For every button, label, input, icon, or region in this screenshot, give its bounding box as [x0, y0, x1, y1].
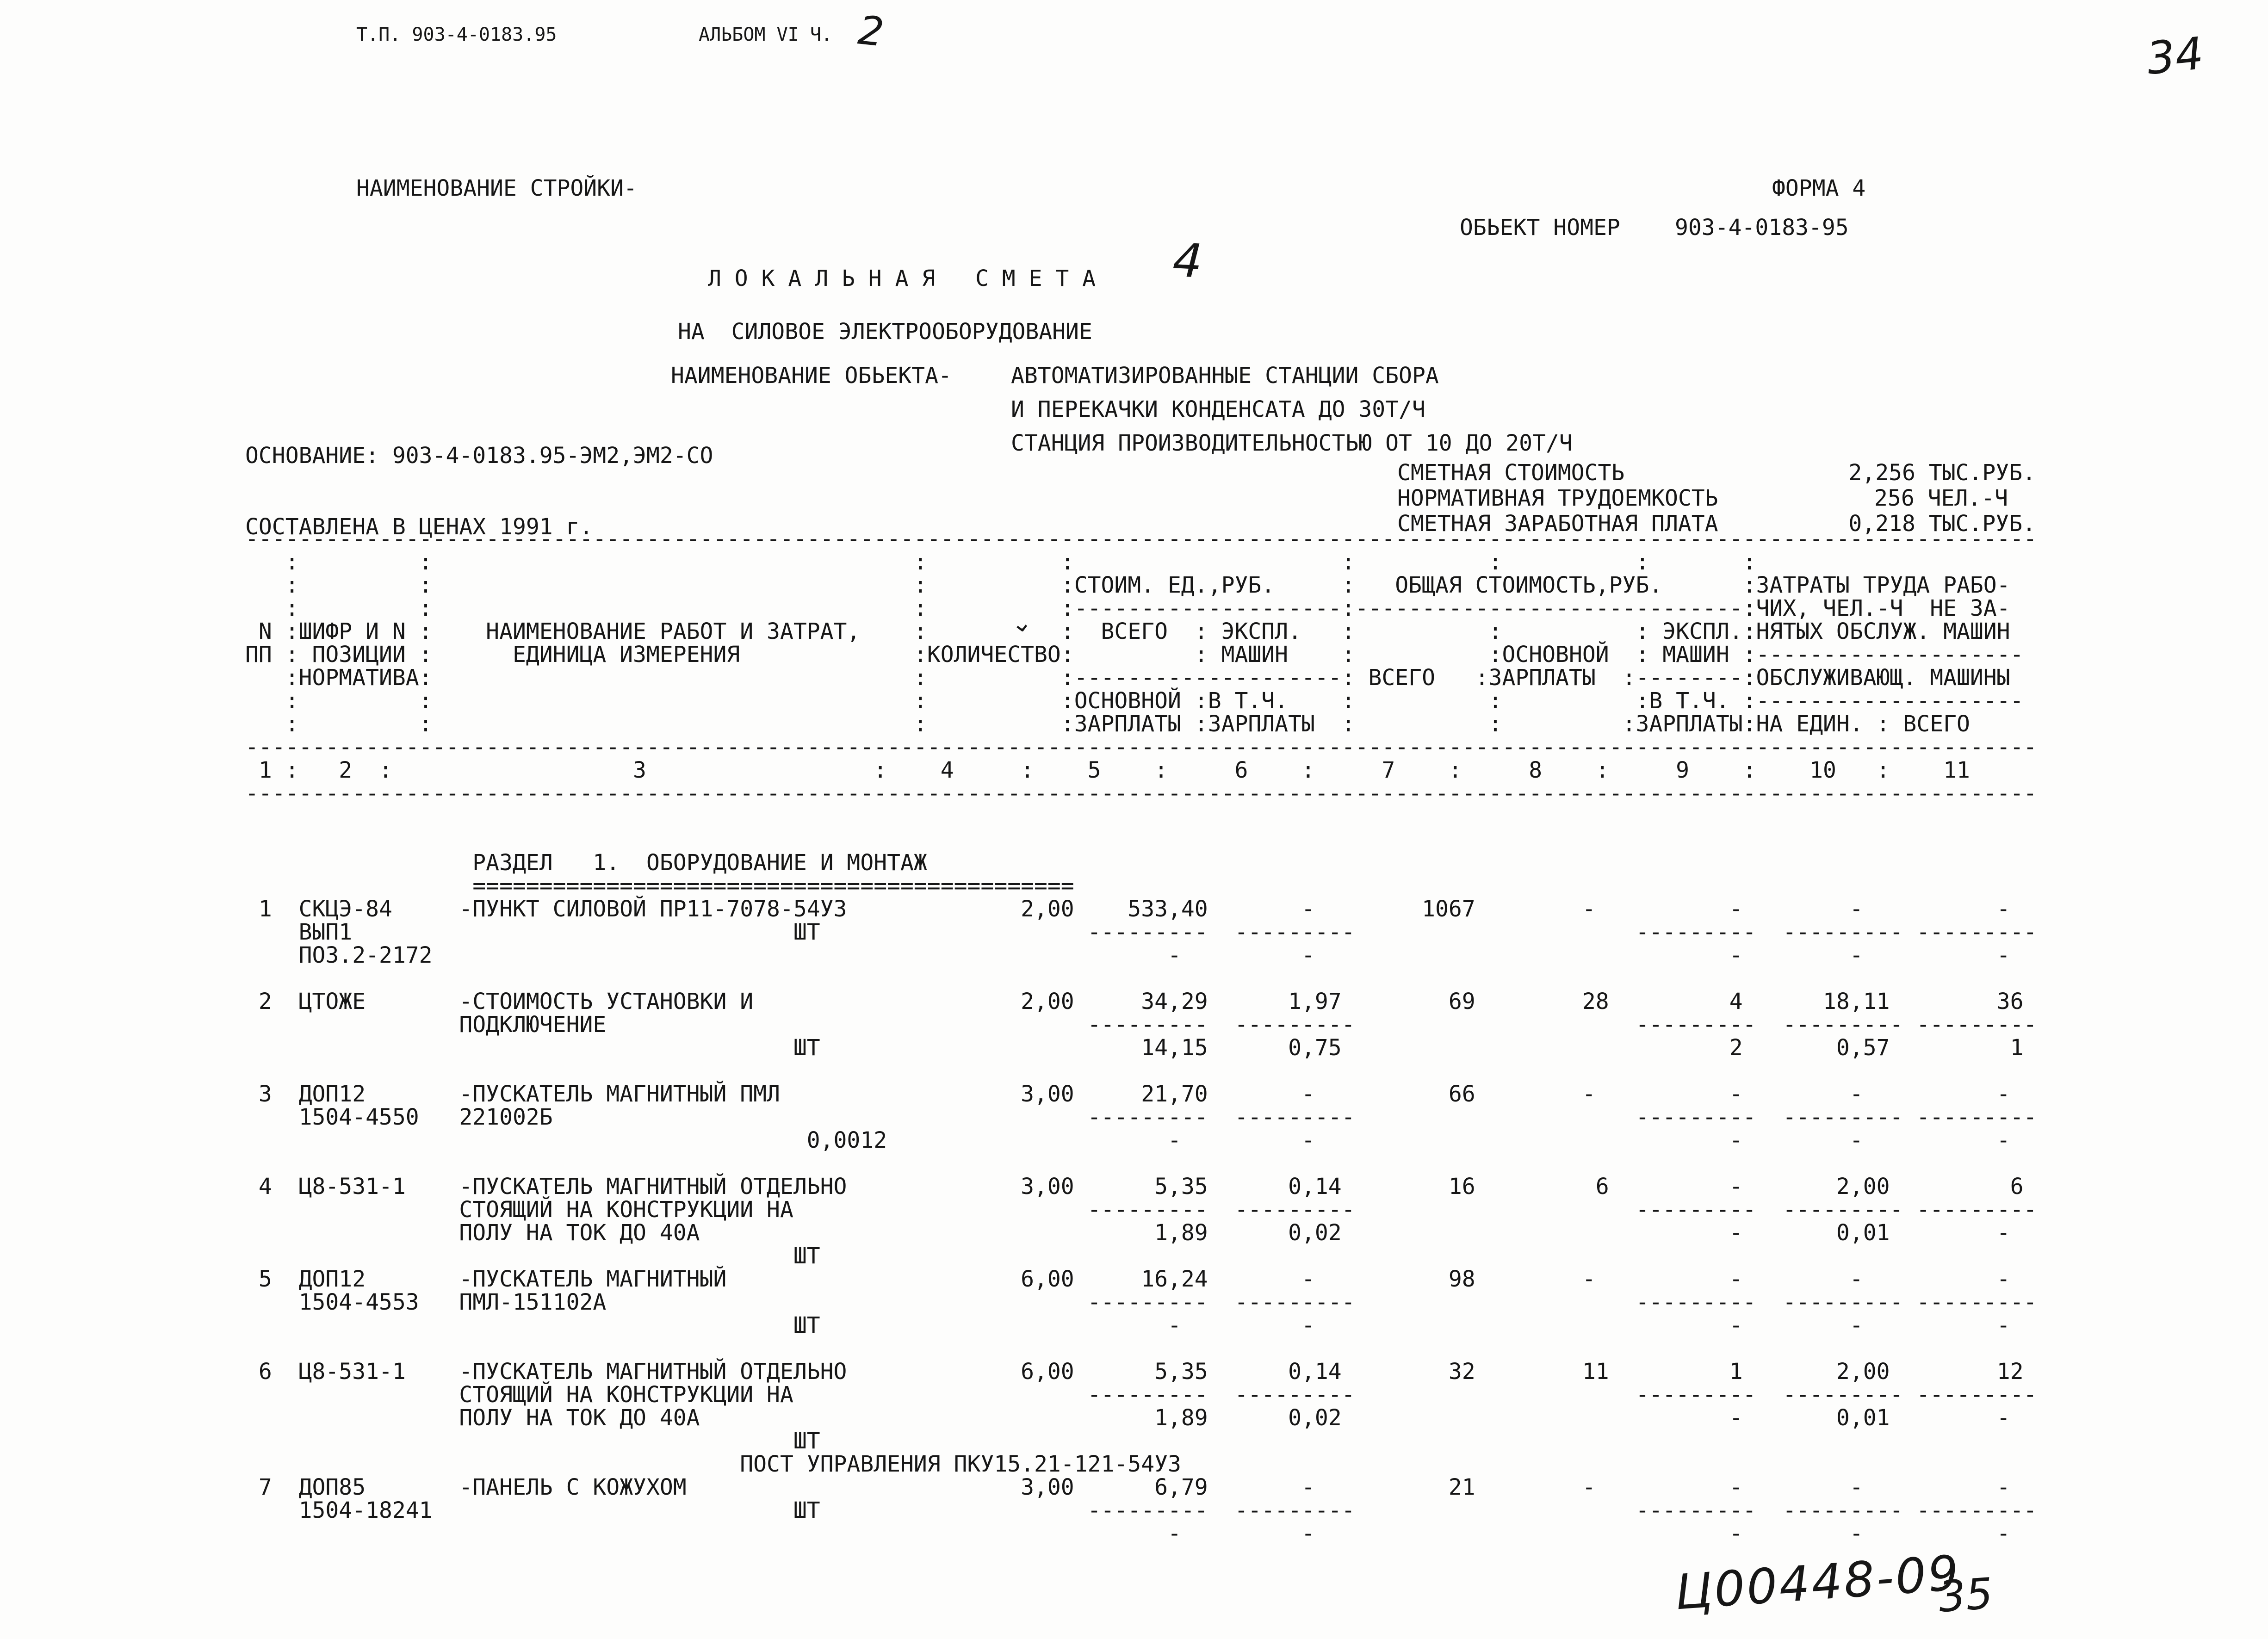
footer-handwritten-code: Ц00448-09	[1673, 1544, 1962, 1621]
summary-label-cost: СМЕТНАЯ СТОИМОСТЬ	[1397, 460, 1625, 486]
summary-label-labor: НОРМАТИВНАЯ ТРУДОЕМКОСТЬ	[1397, 485, 1718, 511]
table-line-0: ----------------------------------------…	[245, 526, 2037, 552]
estimate-table-pre: ----------------------------------------…	[245, 527, 2037, 1545]
page-subtitle: НА СИЛОВОЕ ЭЛЕКТРООБОРУДОВАНИЕ	[678, 319, 1092, 345]
object-name-line2: И ПЕРЕКАЧКИ КОНДЕНСАТА ДО 30Т/Ч	[1011, 396, 1425, 422]
table-line-7: : : : :ОСНОВНОЙ :В Т.Ч. : : :В Т.Ч. :---…	[245, 688, 2024, 714]
table-line-35	[245, 1337, 2037, 1360]
table-line-12	[245, 805, 2037, 828]
album-label: АЛЬБОМ VI Ч.	[699, 24, 832, 45]
prices-note: СОСТАВЛЕНА В ЦЕНАХ 1991 г.	[245, 514, 593, 540]
table-line-19	[245, 967, 2037, 990]
table-line-36: 6 Ц8-531-1 -ПУСКАТЕЛЬ МАГНИТНЫЙ ОТДЕЛЬНО…	[245, 1359, 2024, 1385]
object-name-line1: АВТОМАТИЗИРОВАННЫЕ СТАНЦИИ СБОРА	[1011, 363, 1439, 389]
table-line-43: - - - - -	[245, 1521, 2010, 1546]
stroika-label: НАИМЕНОВАНИЕ СТРОЙКИ-	[356, 175, 637, 201]
object-name-line3: СТАНЦИЯ ПРОИЗВОДИТЕЛЬНОСТЬЮ ОТ 10 ДО 20Т…	[1011, 430, 1573, 456]
table-line-39: ШТ	[245, 1428, 820, 1454]
tp-number: Т.П. 903-4-0183.95	[356, 24, 557, 45]
footer-handwritten-page: 35	[1937, 1569, 1995, 1622]
table-line-11: ----------------------------------------…	[245, 780, 2037, 806]
table-line-40: ПОСТ УПРАВЛЕНИЯ ПКУ15.21-121-54У3	[245, 1451, 1181, 1477]
table-line-15: ========================================…	[245, 873, 1074, 899]
table-line-42: 1504-18241 ШТ --------- --------- ------…	[245, 1497, 2037, 1523]
table-line-18: ПОЗ.2-2172 - - - - -	[245, 942, 2010, 968]
summary-value-labor: 256 ЧЕЛ.-Ч	[1874, 485, 2008, 511]
table-line-25: 1504-4550 221002Б --------- --------- --…	[245, 1104, 2037, 1130]
table-line-22: ШТ 14,15 0,75 2 0,57 1	[245, 1035, 2024, 1061]
table-line-10: 1 : 2 : 3 : 4 : 5 : 6 : 7 : 8 : 9 : 10 :…	[245, 757, 1970, 783]
table-line-6: :НОРМАТИВА: : :--------------------: ВСЕ…	[245, 665, 2010, 691]
table-line-26: 0,0012 - - - - -	[245, 1127, 2010, 1153]
table-line-24: 3 ДОП12 -ПУСКАТЕЛЬ МАГНИТНЫЙ ПМЛ 3,00 21…	[245, 1081, 2010, 1107]
estimate-number-handwritten: 4	[1171, 233, 1204, 289]
table-line-13	[245, 828, 2037, 851]
table-line-29: СТОЯЩИЙ НА КОНСТРУКЦИИ НА --------- ----…	[245, 1197, 2037, 1223]
table-line-4: N :ШИФР И N : НАИМЕНОВАНИЕ РАБОТ И ЗАТРА…	[245, 618, 2010, 644]
table-line-21: ПОДКЛЮЧЕНИЕ --------- --------- --------…	[245, 1012, 2037, 1038]
table-line-23	[245, 1059, 2037, 1082]
table-line-28: 4 Ц8-531-1 -ПУСКАТЕЛЬ МАГНИТНЫЙ ОТДЕЛЬНО…	[245, 1174, 2024, 1200]
table-line-41: 7 ДОП85 -ПАНЕЛЬ С КОЖУХОМ 3,00 6,79 - 21…	[245, 1474, 2010, 1500]
table-line-2: : : : :СТОИМ. ЕД.,РУБ. : ОБЩАЯ СТОИМОСТЬ…	[245, 572, 2010, 598]
summary-value-wage: 0,218 ТЫС.РУБ.	[1848, 511, 2036, 537]
table-line-8: : : : :ЗАРПЛАТЫ :ЗАРПЛАТЫ : : :ЗАРПЛАТЫ:…	[245, 711, 1970, 737]
table-line-1: : : : : : : : :	[245, 549, 1756, 575]
table-line-14: РАЗДЕЛ 1. ОБОРУДОВАНИЕ И МОНТАЖ	[245, 850, 927, 876]
table-line-32: 5 ДОП12 -ПУСКАТЕЛЬ МАГНИТНЫЙ 6,00 16,24 …	[245, 1266, 2010, 1292]
summary-value-cost: 2,256 ТЫС.РУБ.	[1848, 460, 2036, 486]
table-line-30: ПОЛУ НА ТОК ДО 40А 1,89 0,02 - 0,01 -	[245, 1220, 2010, 1246]
page-title: Л О К А Л Ь Н А Я С М Е Т А	[708, 266, 1096, 291]
album-part-handwritten: 2	[855, 7, 886, 56]
table-line-16: 1 СКЦЭ-84 -ПУНКТ СИЛОВОЙ ПР11-7078-54У3 …	[245, 896, 2010, 922]
table-line-27	[245, 1152, 2037, 1175]
table-line-3: : : : :--------------------:------------…	[245, 595, 2010, 621]
object-number-label: ОБЬЕКТ НОМЕР	[1460, 215, 1620, 241]
table-line-17: ВЫП1 ШТ --------- --------- --------- --…	[245, 919, 2037, 945]
table-line-5: ПП : ПОЗИЦИИ : ЕДИНИЦА ИЗМЕРЕНИЯ :КОЛИЧЕ…	[245, 642, 2024, 668]
object-number-value: 903-4-0183-95	[1675, 215, 1849, 241]
page-number-handwritten: 34	[2144, 27, 2206, 85]
table-line-20: 2 ЦТОЖЕ -СТОИМОСТЬ УСТАНОВКИ И 2,00 34,2…	[245, 989, 2024, 1014]
object-name-label: НАИМЕНОВАНИЕ ОБЬЕКТА-	[671, 363, 952, 389]
forma-label: ФОРМА 4	[1772, 175, 1866, 201]
table-line-34: ШТ - - - - -	[245, 1312, 2010, 1338]
table-line-31: ШТ	[245, 1243, 820, 1269]
table-line-38: ПОЛУ НА ТОК ДО 40А 1,89 0,02 - 0,01 -	[245, 1405, 2010, 1431]
summary-label-wage: СМЕТНАЯ ЗАРАБОТНАЯ ПЛАТА	[1397, 511, 1718, 537]
basis-line: ОСНОВАНИЕ: 903-4-0183.95-ЭМ2,ЭМ2-СО	[245, 443, 713, 469]
table-line-9: ----------------------------------------…	[245, 734, 2037, 760]
table-line-37: СТОЯЩИЙ НА КОНСТРУКЦИИ НА --------- ----…	[245, 1382, 2037, 1408]
table-line-33: 1504-4553 ПМЛ-151102А --------- --------…	[245, 1289, 2037, 1315]
